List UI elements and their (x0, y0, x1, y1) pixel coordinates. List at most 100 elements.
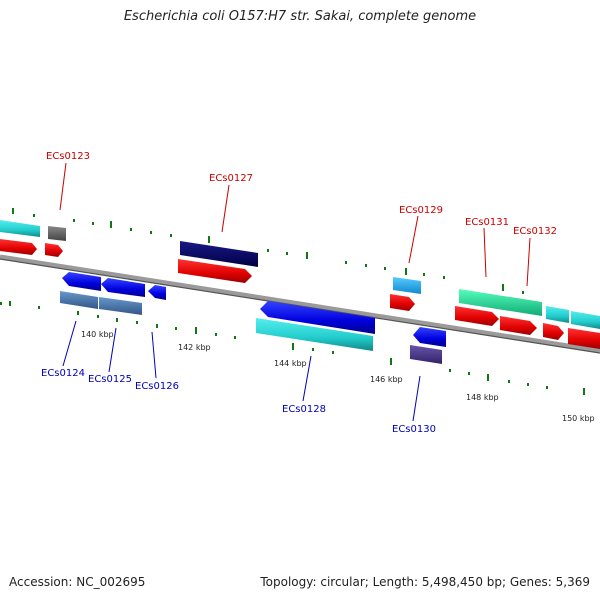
tick-mark (9, 301, 11, 306)
ruler-label: 140 kbp (81, 330, 114, 339)
ruler-label: 148 kbp (466, 393, 499, 402)
tick-mark (332, 351, 334, 354)
gene-ecs0123-feature[interactable] (48, 226, 66, 241)
gene-label-ecs0132[interactable]: ECs0132 (513, 226, 557, 237)
cds-feature[interactable] (455, 306, 499, 326)
cds-feature[interactable] (568, 328, 600, 349)
cds-feature[interactable] (571, 311, 600, 329)
tick-mark (116, 318, 118, 322)
genome-summary-text: Topology: circular; Length: 5,498,450 bp… (260, 575, 590, 589)
tick-mark (97, 315, 99, 318)
map-title: Escherichia coli O157:H7 str. Sakai, com… (123, 9, 477, 24)
accession-text: Accession: NC_002695 (9, 575, 146, 589)
gene-ecs0129-feature[interactable] (393, 277, 421, 294)
tick-mark (38, 306, 40, 309)
cds-feature[interactable] (413, 327, 446, 347)
gene-label-ecs0123[interactable]: ECs0123 (46, 151, 90, 162)
ruler-label: 142 kbp (178, 343, 211, 352)
tick-mark (292, 343, 294, 350)
gene-ecs0128-feature[interactable] (260, 301, 375, 334)
tick-mark (423, 273, 425, 276)
tick-mark (92, 222, 94, 225)
tick-mark (312, 348, 314, 351)
gene-label-ecs0126[interactable]: ECs0126 (135, 381, 179, 392)
leader-line (408, 215, 419, 264)
ruler-labels: 140 kbp 142 kbp 144 kbp 146 kbp 148 kbp … (81, 330, 595, 423)
gene-ecs0127-feature[interactable] (180, 241, 258, 267)
tick-mark (156, 324, 158, 328)
reverse-tick-row (0, 301, 585, 395)
tick-mark (449, 369, 451, 372)
tick-mark (384, 267, 386, 270)
gene-label-ecs0131[interactable]: ECs0131 (465, 217, 509, 228)
tick-mark (527, 383, 529, 386)
ruler-label: 146 kbp (370, 375, 403, 384)
cds-feature[interactable] (45, 243, 63, 257)
gene-ecs0126-feature[interactable] (148, 285, 166, 300)
forward-features (0, 220, 600, 349)
gene-label-ecs0129[interactable]: ECs0129 (399, 205, 443, 216)
gene-ecs0132-feature[interactable] (500, 316, 537, 335)
reverse-gene-labels: ECs0124 ECs0125 ECs0126 ECs0128 ECs0130 (41, 368, 436, 435)
leader-line (412, 375, 421, 422)
cds-feature[interactable] (256, 318, 373, 351)
forward-label-leaders (59, 162, 531, 287)
forward-tick-row (12, 208, 524, 294)
tick-mark (546, 386, 548, 389)
gene-label-ecs0124[interactable]: ECs0124 (41, 368, 85, 379)
tick-mark (443, 276, 445, 279)
reverse-features (60, 272, 446, 364)
tick-mark (33, 214, 35, 217)
tick-mark (306, 252, 308, 259)
gene-ecs0124-feature[interactable] (62, 272, 101, 291)
tick-mark (195, 327, 197, 334)
gene-label-ecs0125[interactable]: ECs0125 (88, 374, 132, 385)
tick-mark (12, 208, 14, 214)
leader-line (151, 331, 157, 379)
leader-line (221, 184, 230, 233)
tick-mark (267, 249, 269, 252)
genome-backbone-shadow (0, 258, 600, 354)
forward-gene-labels: ECs0123 ECs0127 ECs0129 ECs0131 ECs0132 (46, 151, 557, 237)
gene-ecs0131-feature[interactable] (459, 289, 542, 316)
cds-feature[interactable] (0, 220, 40, 237)
cds-feature[interactable] (99, 297, 142, 315)
tick-mark (136, 321, 138, 324)
tick-mark (286, 252, 288, 255)
cds-feature[interactable] (546, 306, 569, 323)
tick-mark (215, 333, 217, 336)
tick-mark (502, 284, 504, 291)
tick-mark (175, 327, 177, 330)
gene-ecs0130-feature[interactable] (410, 345, 442, 364)
cds-feature[interactable] (543, 323, 564, 340)
tick-mark (522, 291, 524, 294)
leader-line (526, 237, 531, 287)
gene-label-ecs0128[interactable]: ECs0128 (282, 404, 326, 415)
tick-mark (73, 219, 75, 222)
tick-mark (234, 336, 236, 339)
tick-mark (208, 236, 210, 243)
tick-mark (345, 261, 347, 264)
cds-feature[interactable] (390, 294, 415, 311)
gene-label-ecs0130[interactable]: ECs0130 (392, 424, 436, 435)
leader-line (302, 355, 312, 402)
ruler-label: 150 kbp (562, 414, 595, 423)
cds-feature[interactable] (0, 239, 37, 255)
genome-backbone (0, 254, 600, 354)
tick-mark (110, 221, 112, 228)
tick-mark (405, 268, 407, 275)
ruler-label: 144 kbp (274, 359, 307, 368)
tick-mark (508, 380, 510, 383)
tick-mark (390, 358, 392, 365)
cds-feature[interactable] (178, 259, 252, 283)
tick-mark (150, 231, 152, 234)
gene-label-ecs0127[interactable]: ECs0127 (209, 173, 253, 184)
cds-feature[interactable] (101, 278, 145, 297)
gene-ecs0125-feature[interactable] (60, 291, 98, 309)
tick-mark (365, 264, 367, 267)
tick-mark (170, 234, 172, 237)
tick-mark (130, 228, 132, 231)
leader-line (108, 327, 117, 373)
tick-mark (583, 388, 585, 395)
